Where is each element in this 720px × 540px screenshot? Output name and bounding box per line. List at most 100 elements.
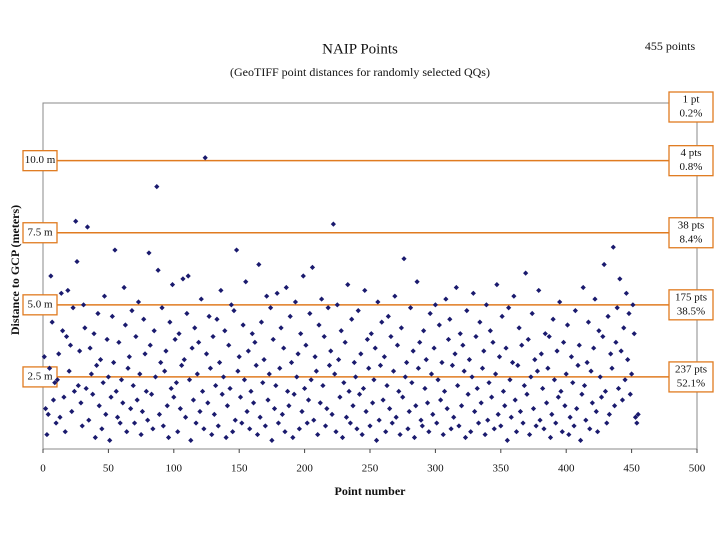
data-point bbox=[469, 374, 475, 380]
data-point bbox=[302, 385, 308, 392]
data-point bbox=[236, 354, 242, 360]
data-point bbox=[265, 397, 271, 403]
data-point bbox=[558, 388, 564, 394]
data-point bbox=[389, 420, 395, 426]
data-point bbox=[240, 322, 246, 328]
band-box bbox=[668, 361, 714, 393]
data-point bbox=[520, 420, 526, 426]
data-point bbox=[506, 305, 512, 311]
threshold-box bbox=[22, 222, 58, 244]
data-point bbox=[304, 420, 310, 426]
data-point bbox=[503, 345, 509, 351]
band-count: 1 pt bbox=[683, 94, 700, 106]
data-point bbox=[188, 437, 194, 443]
data-point bbox=[545, 365, 551, 371]
data-point bbox=[440, 431, 446, 438]
data-point bbox=[307, 310, 313, 317]
y-axis-label: Distance to GCP (meters) bbox=[8, 205, 22, 335]
data-point bbox=[411, 434, 418, 441]
data-point bbox=[103, 411, 109, 417]
plot-frame bbox=[42, 102, 698, 450]
data-point bbox=[209, 431, 215, 438]
data-point bbox=[513, 429, 520, 435]
data-point bbox=[287, 313, 293, 319]
x-tick-label: 100 bbox=[166, 463, 183, 475]
data-point bbox=[330, 221, 336, 227]
data-point bbox=[57, 414, 63, 420]
data-point bbox=[532, 357, 538, 363]
data-point bbox=[543, 400, 550, 406]
data-point bbox=[449, 362, 456, 368]
data-point bbox=[239, 420, 245, 426]
data-point bbox=[359, 431, 365, 438]
data-point bbox=[147, 342, 153, 348]
data-point bbox=[439, 359, 445, 366]
data-point bbox=[303, 342, 309, 348]
data-point bbox=[173, 380, 180, 386]
data-point bbox=[252, 339, 258, 345]
data-point bbox=[320, 382, 326, 389]
data-point bbox=[62, 429, 68, 435]
data-point bbox=[614, 305, 620, 311]
data-point bbox=[373, 437, 380, 443]
data-point bbox=[75, 382, 81, 389]
data-point bbox=[458, 403, 465, 409]
data-point bbox=[133, 333, 139, 340]
data-point bbox=[551, 377, 558, 383]
data-point bbox=[353, 374, 359, 380]
data-point bbox=[397, 431, 403, 438]
data-point bbox=[426, 429, 432, 435]
data-point bbox=[206, 313, 212, 319]
data-point bbox=[443, 296, 449, 302]
data-point bbox=[264, 293, 270, 299]
data-point bbox=[197, 408, 203, 415]
data-point bbox=[87, 345, 93, 351]
data-point bbox=[156, 411, 163, 417]
band-share: 38.5% bbox=[677, 305, 705, 317]
data-point bbox=[517, 408, 524, 415]
data-point bbox=[281, 345, 287, 351]
data-point bbox=[579, 391, 585, 397]
data-point bbox=[597, 374, 603, 380]
data-point bbox=[101, 293, 108, 299]
data-point bbox=[413, 403, 419, 409]
data-point bbox=[91, 331, 97, 337]
data-point bbox=[218, 287, 224, 294]
data-point bbox=[50, 397, 57, 403]
data-point bbox=[162, 368, 168, 374]
data-point bbox=[199, 388, 206, 394]
data-point bbox=[308, 377, 314, 383]
data-point bbox=[468, 429, 474, 435]
data-point bbox=[547, 434, 554, 441]
data-point bbox=[143, 388, 149, 394]
data-point bbox=[258, 319, 265, 325]
data-point bbox=[214, 316, 220, 322]
data-point bbox=[396, 388, 402, 394]
data-point bbox=[122, 322, 129, 328]
data-point bbox=[126, 354, 132, 360]
data-point bbox=[498, 423, 504, 429]
data-point bbox=[465, 391, 471, 397]
data-point bbox=[104, 336, 110, 343]
data-point bbox=[509, 359, 516, 366]
data-point bbox=[483, 302, 490, 308]
data-point bbox=[555, 394, 561, 400]
data-point bbox=[434, 420, 440, 426]
data-point bbox=[112, 247, 118, 253]
data-point bbox=[190, 397, 197, 403]
data-point bbox=[530, 406, 537, 412]
data-point bbox=[99, 426, 105, 432]
data-point bbox=[288, 359, 295, 366]
data-point bbox=[245, 348, 251, 354]
data-point bbox=[128, 406, 134, 412]
data-point bbox=[60, 328, 66, 334]
data-point bbox=[538, 351, 544, 357]
chart-subtitle: (GeoTIFF point distances for randomly se… bbox=[230, 65, 490, 79]
data-point bbox=[243, 279, 249, 285]
data-point bbox=[567, 414, 573, 420]
data-point bbox=[377, 362, 384, 368]
data-point bbox=[494, 282, 500, 288]
data-point bbox=[41, 354, 47, 360]
data-point bbox=[528, 374, 534, 380]
data-point bbox=[384, 382, 390, 389]
